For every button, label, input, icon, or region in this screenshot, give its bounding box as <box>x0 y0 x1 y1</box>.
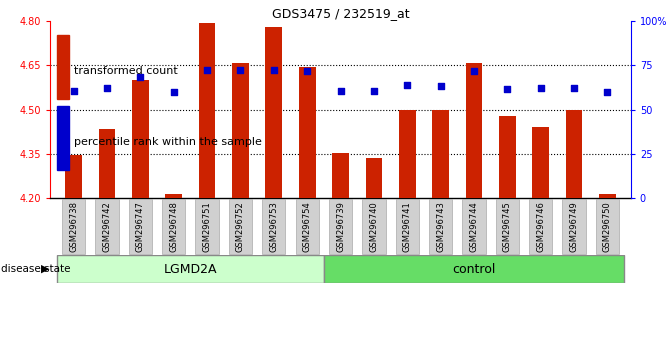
Text: GSM296743: GSM296743 <box>436 201 445 252</box>
Text: GSM296751: GSM296751 <box>203 201 211 252</box>
Point <box>302 69 313 74</box>
Text: GSM296741: GSM296741 <box>403 201 412 252</box>
Bar <box>199 23 215 198</box>
Text: GSM296746: GSM296746 <box>536 201 545 252</box>
FancyBboxPatch shape <box>195 199 219 254</box>
Point <box>235 67 246 73</box>
Text: LGMD2A: LGMD2A <box>164 263 217 275</box>
Bar <box>499 116 515 198</box>
Point <box>468 69 479 74</box>
Text: GSM296742: GSM296742 <box>103 201 111 252</box>
Text: GSM296749: GSM296749 <box>570 201 578 252</box>
Point <box>535 85 546 90</box>
Point <box>168 89 179 95</box>
Text: control: control <box>452 263 496 275</box>
Point <box>502 86 513 92</box>
FancyBboxPatch shape <box>496 199 519 254</box>
Bar <box>432 110 449 198</box>
Point <box>202 67 213 73</box>
FancyBboxPatch shape <box>429 199 452 254</box>
Bar <box>132 80 149 198</box>
Text: GSM296747: GSM296747 <box>136 201 145 252</box>
Title: GDS3475 / 232519_at: GDS3475 / 232519_at <box>272 7 409 20</box>
FancyBboxPatch shape <box>162 199 185 254</box>
Bar <box>366 158 382 198</box>
FancyBboxPatch shape <box>462 199 486 254</box>
Text: GSM296754: GSM296754 <box>303 201 311 252</box>
Text: GSM296738: GSM296738 <box>69 201 79 252</box>
FancyBboxPatch shape <box>596 199 619 254</box>
FancyBboxPatch shape <box>62 199 85 254</box>
Point <box>435 83 446 89</box>
Text: GSM296753: GSM296753 <box>269 201 278 252</box>
FancyBboxPatch shape <box>129 199 152 254</box>
Bar <box>566 110 582 198</box>
FancyBboxPatch shape <box>262 199 285 254</box>
Text: GSM296739: GSM296739 <box>336 201 345 252</box>
Bar <box>332 153 349 198</box>
Bar <box>99 129 115 198</box>
Bar <box>532 127 549 198</box>
FancyBboxPatch shape <box>229 199 252 254</box>
FancyBboxPatch shape <box>362 199 386 254</box>
Bar <box>65 155 82 198</box>
Point <box>402 82 413 87</box>
Text: transformed count: transformed count <box>74 66 178 76</box>
Text: percentile rank within the sample: percentile rank within the sample <box>74 137 262 147</box>
Text: GSM296748: GSM296748 <box>169 201 178 252</box>
Bar <box>466 63 482 198</box>
Point <box>135 74 146 80</box>
Point <box>268 67 279 73</box>
Bar <box>166 194 182 198</box>
Point <box>368 88 379 93</box>
FancyBboxPatch shape <box>329 199 352 254</box>
Text: GSM296744: GSM296744 <box>470 201 478 252</box>
Text: ▶: ▶ <box>42 264 50 274</box>
FancyBboxPatch shape <box>396 199 419 254</box>
Bar <box>232 63 249 198</box>
FancyBboxPatch shape <box>57 256 324 282</box>
Text: disease state: disease state <box>1 264 71 274</box>
Text: GSM296752: GSM296752 <box>236 201 245 252</box>
FancyBboxPatch shape <box>295 199 319 254</box>
Point <box>335 88 346 93</box>
Bar <box>599 194 616 198</box>
FancyBboxPatch shape <box>562 199 586 254</box>
Point <box>568 85 579 90</box>
FancyBboxPatch shape <box>324 256 624 282</box>
Point <box>102 85 113 90</box>
Point <box>602 89 613 95</box>
Bar <box>399 110 415 198</box>
Text: GSM296750: GSM296750 <box>603 201 612 252</box>
FancyBboxPatch shape <box>95 199 119 254</box>
Text: GSM296745: GSM296745 <box>503 201 512 252</box>
Point <box>68 88 79 93</box>
Bar <box>266 27 282 198</box>
Text: GSM296740: GSM296740 <box>370 201 378 252</box>
Bar <box>299 67 315 198</box>
FancyBboxPatch shape <box>529 199 552 254</box>
